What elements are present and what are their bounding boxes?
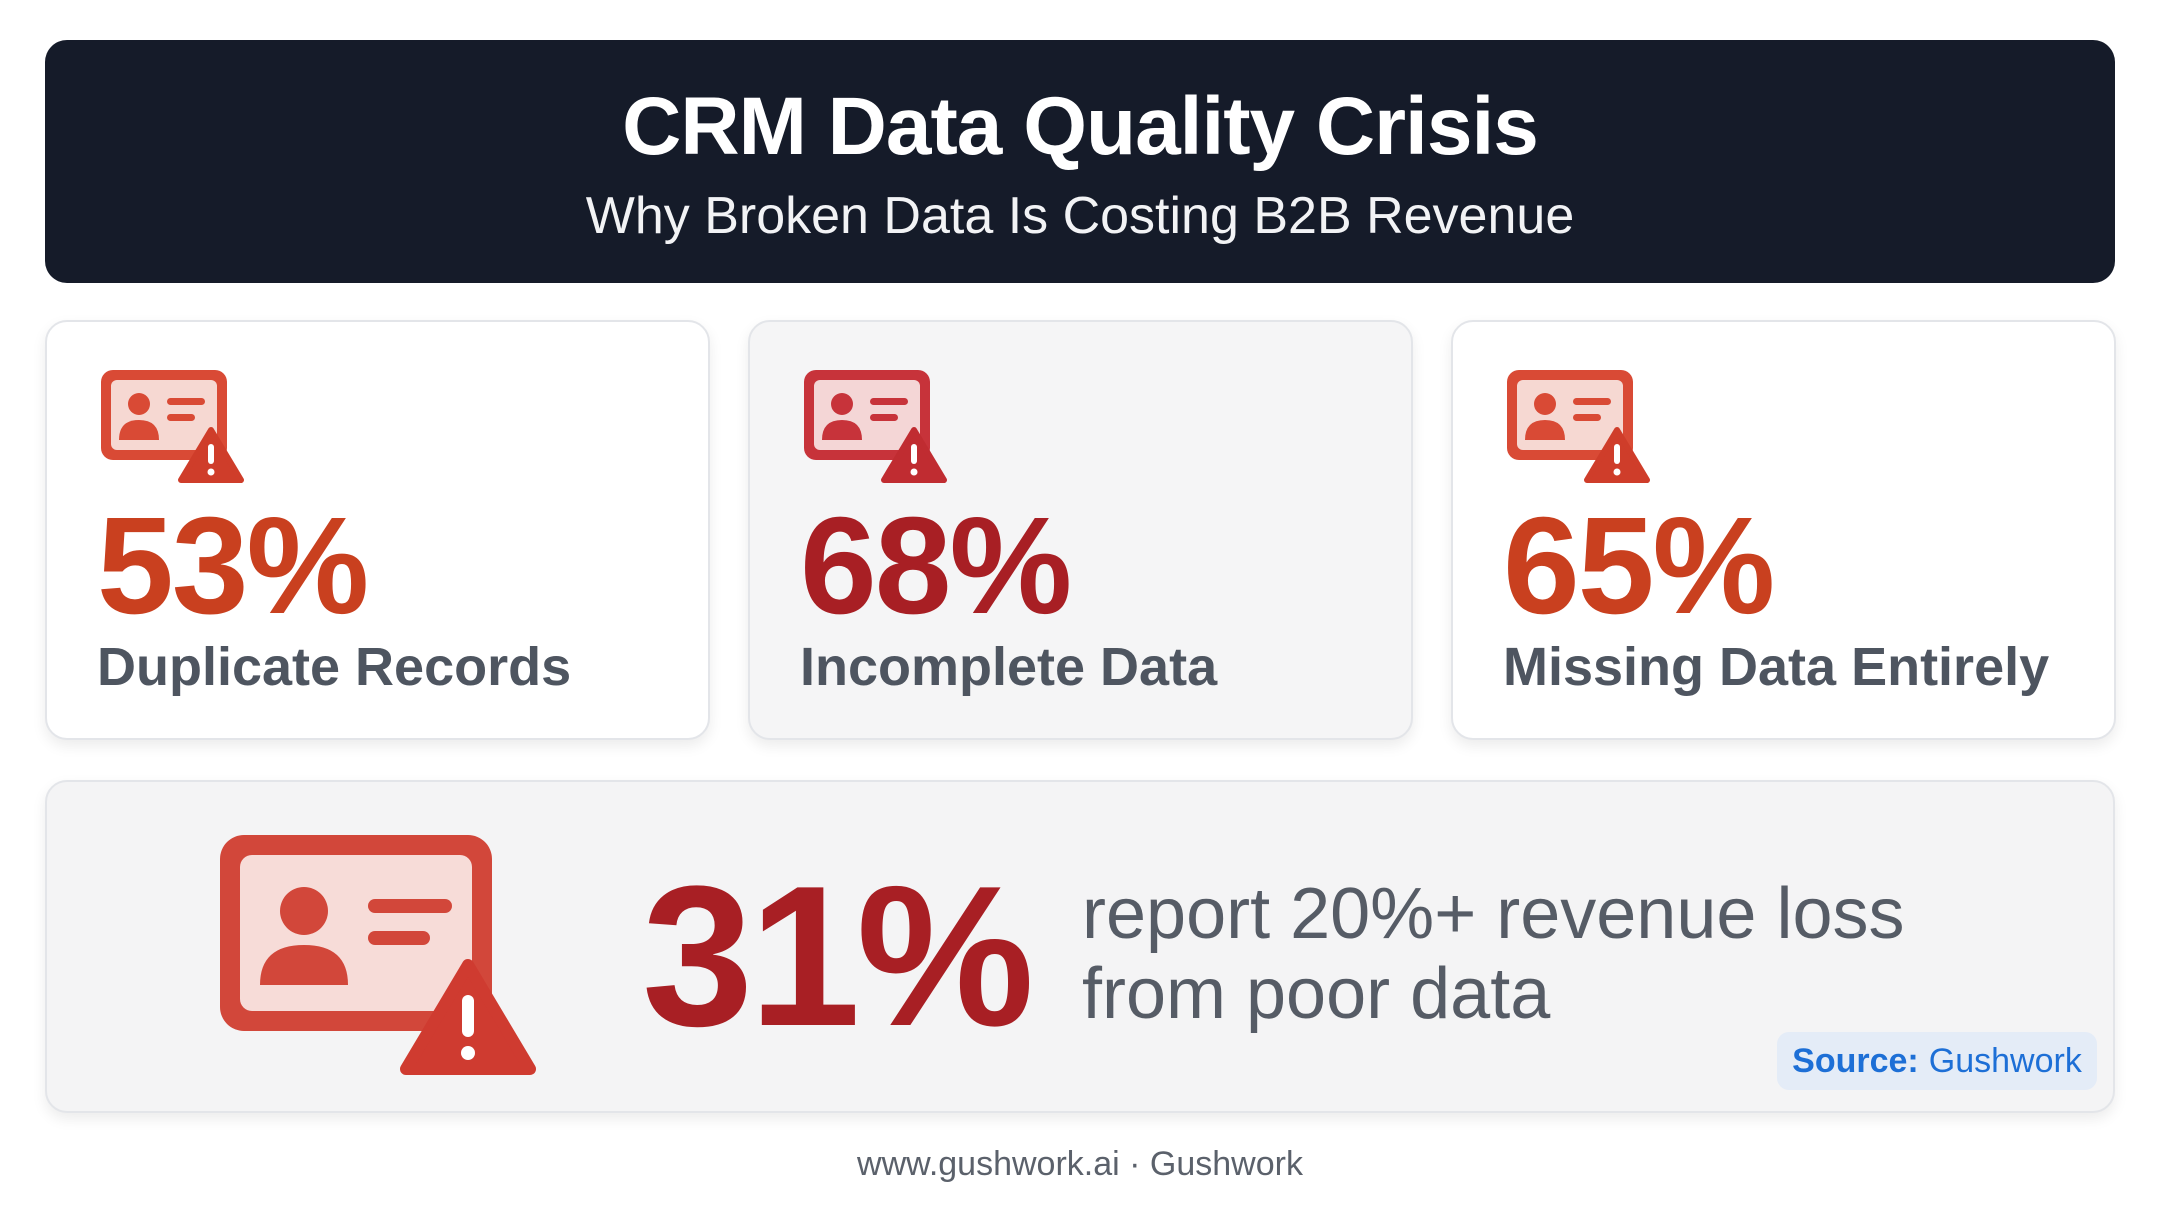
stat-card-duplicate-records: 53% Duplicate Records xyxy=(45,320,710,740)
stat-value: 53% xyxy=(97,489,369,643)
source-value: Gushwork xyxy=(1928,1041,2082,1080)
highlight-line-2: from poor data xyxy=(1082,954,1551,1034)
stat-label: Missing Data Entirely xyxy=(1503,637,2050,697)
contact-card-warning-icon xyxy=(101,370,244,483)
contact-card-warning-icon xyxy=(220,835,536,1075)
source-label: Source: xyxy=(1792,1041,1919,1080)
footer-text: www.gushwork.ai · Gushwork xyxy=(857,1145,1303,1183)
source-badge: Source: Gushwork xyxy=(1777,1032,2097,1090)
stat-value: 65% xyxy=(1503,489,1775,643)
stat-value: 68% xyxy=(800,489,1072,643)
contact-card-warning-icon xyxy=(804,370,947,483)
header-banner: CRM Data Quality Crisis Why Broken Data … xyxy=(45,40,2115,283)
contact-card-warning-icon xyxy=(1507,370,1650,483)
stat-label: Incomplete Data xyxy=(800,637,1218,697)
highlight-value: 31% xyxy=(642,845,1034,1068)
highlight-description: report 20%+ revenue loss from poor data xyxy=(1082,874,1904,1034)
page-subtitle: Why Broken Data Is Costing B2B Revenue xyxy=(585,186,1575,245)
page-title: CRM Data Quality Crisis xyxy=(622,80,1539,172)
stat-card-incomplete-data: 68% Incomplete Data xyxy=(748,320,1413,740)
stat-card-missing-data: 65% Missing Data Entirely xyxy=(1451,320,2116,740)
highlight-line-1: report 20%+ revenue loss xyxy=(1082,874,1905,954)
stat-label: Duplicate Records xyxy=(97,637,572,697)
highlight-panel: 31% report 20%+ revenue loss from poor d… xyxy=(45,780,2115,1113)
